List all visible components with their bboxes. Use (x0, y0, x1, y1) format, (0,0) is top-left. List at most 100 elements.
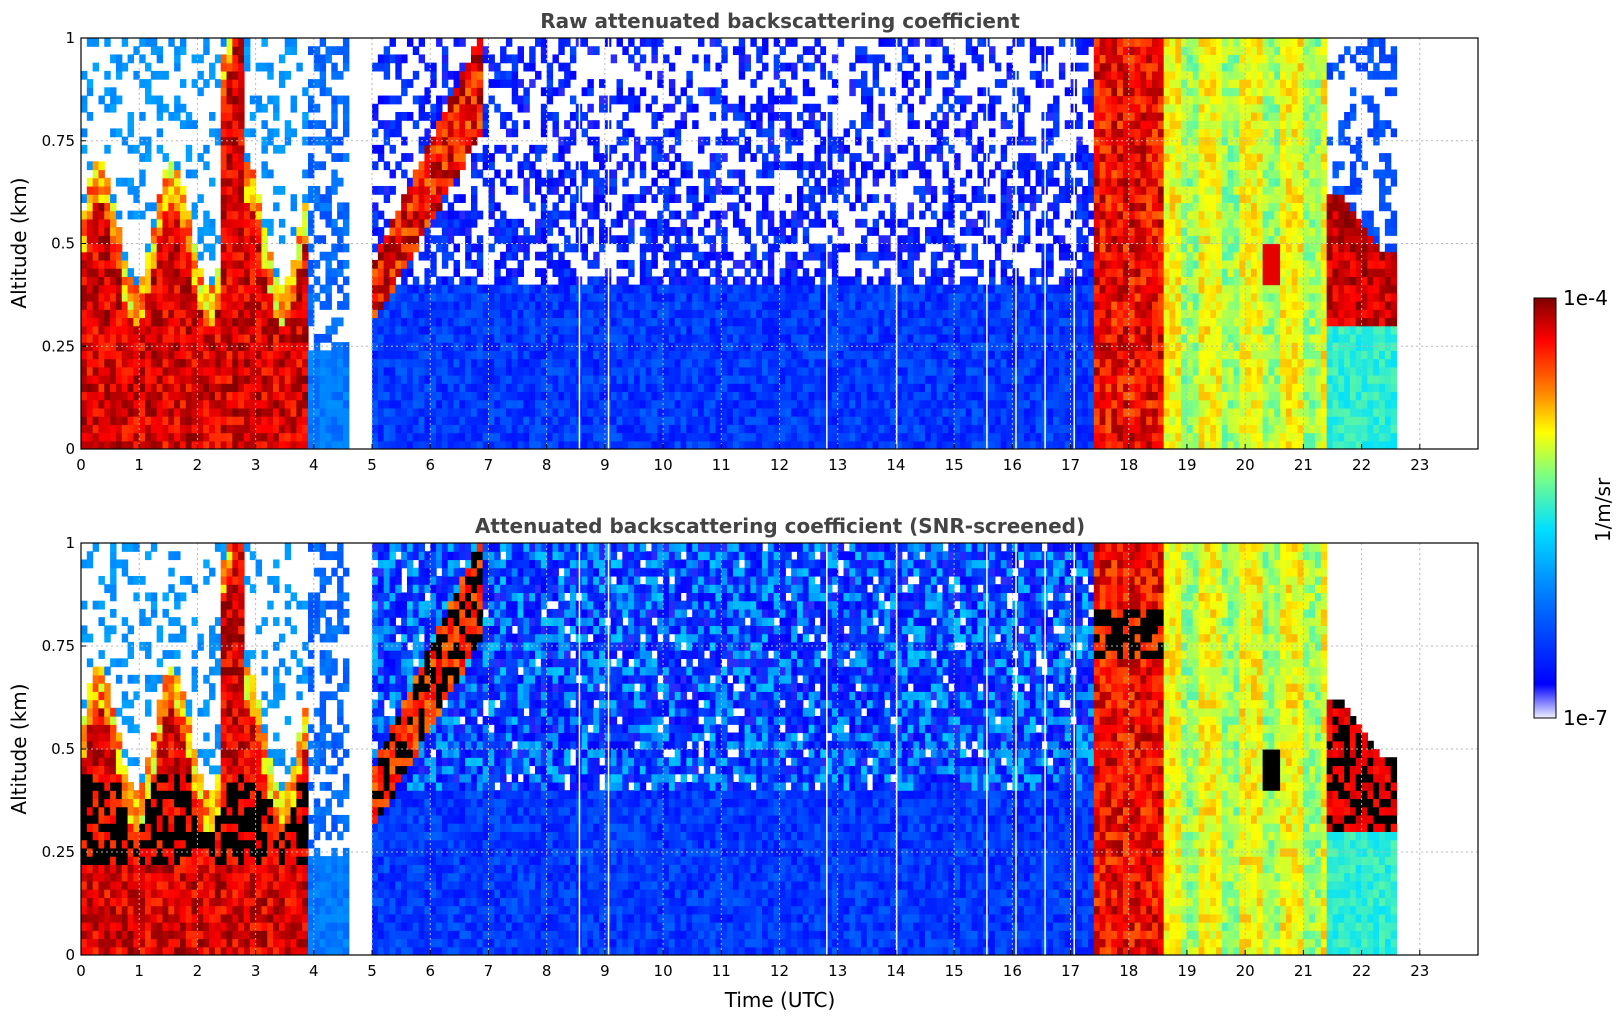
heatmap-cell (692, 416, 699, 425)
heatmap-cell (284, 391, 292, 401)
heatmap-cell (243, 416, 251, 425)
heatmap-cell (791, 383, 798, 393)
heatmap-cell (785, 375, 792, 384)
heatmap-cell (517, 243, 524, 253)
heatmap-cell (395, 218, 402, 228)
heatmap-cell (796, 202, 804, 212)
heatmap-cell (145, 342, 152, 351)
heatmap-cell (249, 210, 257, 220)
heatmap-cell (686, 210, 693, 220)
heatmap-cell (372, 292, 379, 302)
heatmap-cell (127, 210, 134, 220)
heatmap-cell (209, 325, 216, 335)
heatmap-cell (185, 432, 193, 442)
heatmap-cell (895, 243, 903, 253)
heatmap-cell (843, 144, 850, 154)
heatmap-cell (389, 407, 396, 417)
heatmap-cell (529, 424, 536, 434)
heatmap-cell (517, 169, 524, 179)
heatmap-cell (220, 440, 228, 449)
heatmap-cell (115, 301, 123, 310)
heatmap-cell (826, 251, 833, 261)
heatmap-cell (628, 309, 635, 319)
heatmap-cell (302, 440, 309, 449)
heatmap-cell (540, 399, 548, 409)
heatmap-cell (150, 333, 158, 343)
heatmap-cell (115, 432, 123, 442)
heatmap-cell (174, 284, 181, 294)
heatmap-cell (98, 309, 105, 319)
heatmap-cell (569, 350, 577, 360)
heatmap-cell (535, 292, 542, 302)
heatmap-cell (267, 136, 274, 146)
heatmap-cell (406, 325, 414, 335)
heatmap-cell (616, 440, 623, 449)
heatmap-cell (860, 79, 868, 88)
heatmap-cell (453, 375, 460, 384)
heatmap-cell (261, 391, 268, 401)
heatmap-cell (762, 440, 769, 449)
heatmap-cell (110, 350, 117, 360)
heatmap-cell (633, 317, 641, 327)
heatmap-cell (569, 424, 577, 434)
heatmap-cell (150, 292, 158, 302)
heatmap-cell (814, 440, 821, 449)
heatmap-cell (942, 169, 949, 179)
heatmap-cell (150, 284, 158, 294)
heatmap-cell (901, 416, 909, 425)
heatmap-cell (110, 366, 117, 376)
heatmap-cell (709, 185, 717, 195)
heatmap-cell (860, 87, 868, 97)
heatmap-cell (98, 416, 105, 425)
heatmap-cell (174, 243, 181, 253)
heatmap-cell (517, 342, 524, 351)
heatmap-cell (325, 54, 332, 64)
heatmap-cell (744, 366, 751, 376)
heatmap-cell (796, 128, 804, 138)
heatmap-cell (901, 342, 909, 351)
heatmap-cell (121, 317, 129, 327)
heatmap-cell (855, 218, 862, 228)
heatmap-cell (540, 103, 548, 113)
heatmap-cell (412, 383, 420, 393)
heatmap-cell (377, 95, 385, 105)
heatmap-cell (453, 79, 460, 88)
heatmap-cell (767, 391, 775, 401)
heatmap-cell (738, 350, 746, 360)
heatmap-cell (127, 128, 134, 138)
heatmap-cell (517, 292, 524, 302)
heatmap-cell (214, 235, 222, 245)
heatmap-cell (791, 366, 798, 376)
heatmap-cell (156, 432, 164, 442)
heatmap-cell (476, 309, 484, 319)
heatmap-cell (488, 309, 495, 319)
heatmap-cell (744, 383, 751, 393)
heatmap-cell (81, 194, 88, 203)
heatmap-cell (453, 194, 460, 203)
heatmap-cell (174, 259, 181, 269)
heatmap-cell (558, 194, 565, 203)
heatmap-cell (226, 169, 233, 179)
heatmap-cell (738, 38, 746, 47)
heatmap-cell (517, 432, 524, 442)
heatmap-cell (191, 333, 199, 343)
heatmap-cell (162, 333, 169, 343)
heatmap-cell (447, 177, 455, 187)
heatmap-cell (569, 309, 577, 319)
heatmap-cell (302, 136, 309, 146)
heatmap-cell (599, 194, 606, 203)
heatmap-cell (942, 407, 949, 417)
heatmap-cell (110, 194, 117, 203)
heatmap-cell (226, 383, 233, 393)
heatmap-cell (168, 268, 175, 277)
heatmap-cell (232, 185, 239, 195)
heatmap-cell (168, 375, 175, 384)
heatmap-cell (150, 309, 158, 319)
heatmap-cell (523, 317, 530, 327)
heatmap-cell (395, 350, 402, 360)
heatmap-cell (156, 407, 164, 417)
heatmap-cell (663, 333, 670, 343)
heatmap-cell (587, 399, 594, 409)
heatmap-cell (744, 317, 751, 327)
heatmap-cell (546, 210, 554, 220)
